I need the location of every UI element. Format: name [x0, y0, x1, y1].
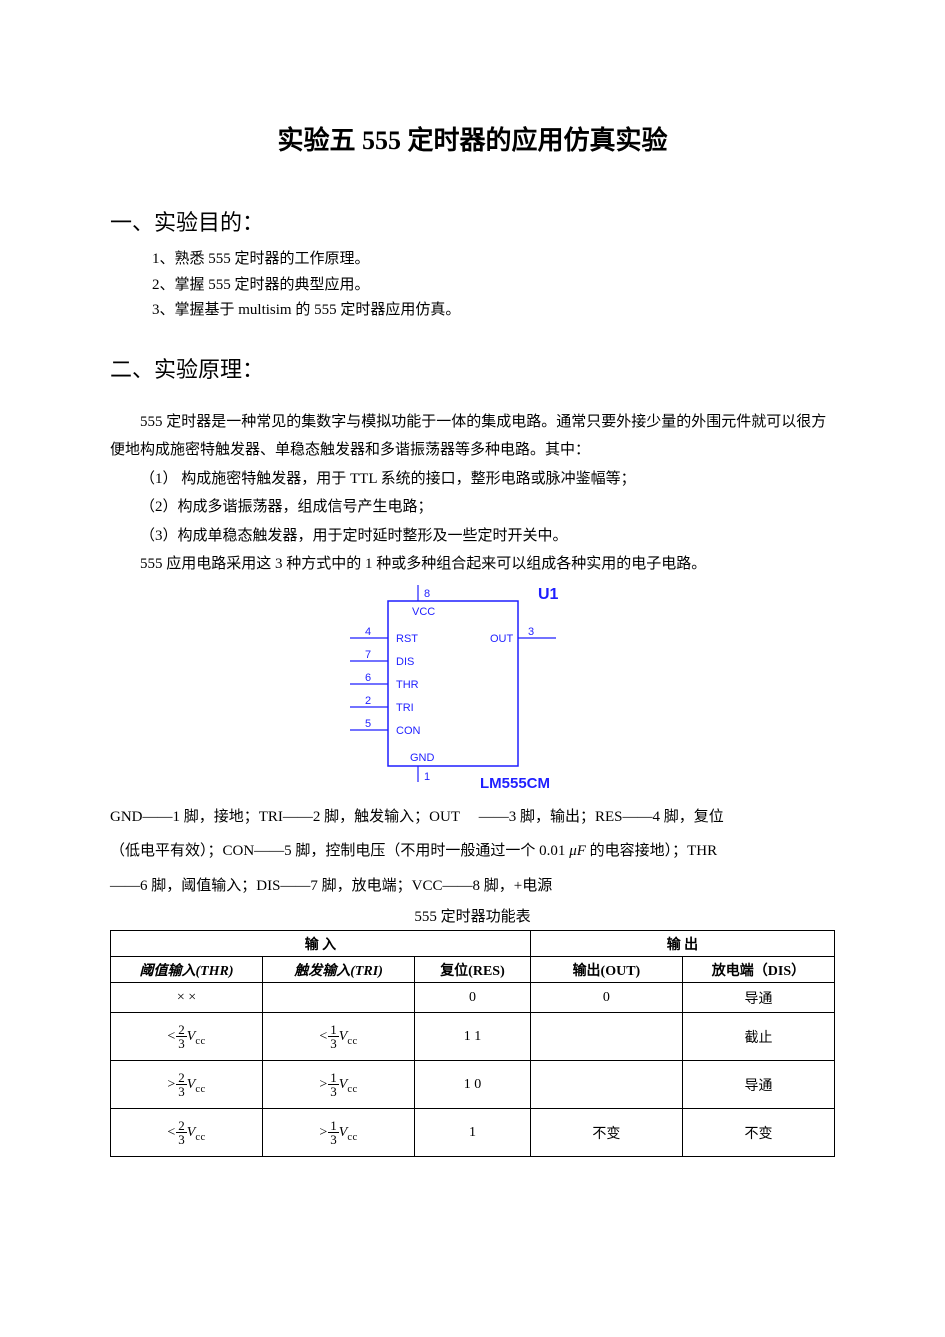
section2-para2: 555 应用电路采用这 3 种方式中的 1 种或多种组合起来可以组成各种实用的电… [110, 550, 835, 579]
pin-description: GND――1 脚，接地；TRI――2 脚，触发输入；OUT ――3 脚，输出；R… [110, 800, 835, 904]
cell-out: 不变 [530, 1109, 682, 1157]
section2-heading: 二、实验原理： [110, 352, 835, 384]
table-row: <23Vcc>13Vcc1不变不变 [111, 1109, 835, 1157]
lm555-schematic-icon: 4 RST 7 DIS 6 THR 2 TRI 5 CON 8 VCC 1 GND 3 OUT U1 LM555C… [308, 583, 638, 798]
svg-text:6: 6 [364, 672, 370, 684]
svg-text:3: 3 [528, 626, 534, 638]
cell-res: 1 [415, 1109, 531, 1157]
section2-item2: （2）构成多谐振荡器，组成信号产生电路； [110, 493, 835, 522]
cell-thr: <23Vcc [111, 1109, 263, 1157]
section2-para1: 555 定时器是一种常见的集数字与模拟功能于一体的集成电路。通常只要外接少量的外… [110, 408, 835, 465]
svg-text:U1: U1 [538, 586, 559, 603]
table-row: × ×00导通 [111, 983, 835, 1013]
table-sub-tri: 触发输入(TRI) [263, 957, 415, 983]
svg-text:OUT: OUT [490, 633, 514, 645]
section1-item: 2、掌握 555 定时器的典型应用。 [110, 273, 835, 299]
table-sub-dis: 放电端（DIS） [682, 957, 834, 983]
svg-text:GND: GND [410, 752, 435, 764]
function-table: 输 入 输 出 阈值输入(THR) 触发输入(TRI) 复位(RES) 输出(O… [110, 930, 835, 1157]
svg-text:CON: CON [396, 725, 421, 737]
microfarad-symbol: μF [569, 843, 586, 859]
svg-text:7: 7 [364, 649, 370, 661]
cell-out [530, 1061, 682, 1109]
page-title: 实验五 555 定时器的应用仿真实验 [110, 120, 835, 157]
cell-dis: 导通 [682, 983, 834, 1013]
pin-desc-l1a: GND――1 脚，接地；TRI――2 脚，触发输入；OUT [110, 809, 460, 825]
section2-item1: （1） 构成施密特触发器，用于 TTL 系统的接口，整形电路或脉冲鉴幅等； [110, 465, 835, 494]
svg-text:VCC: VCC [412, 606, 435, 618]
pin-desc-l1b: ――3 脚，输出；RES――4 脚，复位 [479, 809, 724, 825]
section1-item: 3、掌握基于 multisim 的 555 定时器应用仿真。 [110, 298, 835, 324]
cell-res: 1 1 [415, 1013, 531, 1061]
table-sub-res: 复位(RES) [415, 957, 531, 983]
table-sub-out: 输出(OUT) [530, 957, 682, 983]
cell-tri: >13Vcc [263, 1061, 415, 1109]
cell-res: 0 [415, 983, 531, 1013]
pin-desc-l2a: （低电平有效）；CON――5 脚，控制电压（不用时一般通过一个 0.01 [110, 843, 565, 859]
cell-tri [263, 983, 415, 1013]
section1-item: 1、熟悉 555 定时器的工作原理。 [110, 247, 835, 273]
pin-desc-l2b: 的电容接地）；THR [590, 843, 718, 859]
svg-text:DIS: DIS [396, 656, 414, 668]
cell-tri: >13Vcc [263, 1109, 415, 1157]
table-header-in: 输 入 [111, 931, 531, 957]
svg-text:THR: THR [396, 679, 419, 691]
cell-dis: 不变 [682, 1109, 834, 1157]
document-page: 实验五 555 定时器的应用仿真实验 一、实验目的： 1、熟悉 555 定时器的… [0, 0, 945, 1337]
section2-item3: （3）构成单稳态触发器，用于定时延时整形及一些定时开关中。 [110, 522, 835, 551]
svg-text:2: 2 [364, 695, 370, 707]
pin-desc-l3: ――6 脚，阈值输入；DIS――7 脚，放电端；VCC――8 脚，+电源 [110, 878, 552, 894]
cell-out [530, 1013, 682, 1061]
cell-tri: <13Vcc [263, 1013, 415, 1061]
svg-text:1: 1 [424, 771, 430, 783]
svg-text:8: 8 [424, 588, 430, 600]
table-row: >23Vcc>13Vcc1 0 导通 [111, 1061, 835, 1109]
cell-thr: <23Vcc [111, 1013, 263, 1061]
section1-heading: 一、实验目的： [110, 205, 835, 237]
chip-diagram: 4 RST 7 DIS 6 THR 2 TRI 5 CON 8 VCC 1 GND 3 OUT U1 LM555C… [110, 583, 835, 798]
table-sub-thr: 阈值输入(THR) [111, 957, 263, 983]
cell-out: 0 [530, 983, 682, 1013]
table-caption: 555 定时器功能表 [110, 905, 835, 926]
svg-text:RST: RST [396, 633, 418, 645]
svg-text:LM555CM: LM555CM [480, 775, 550, 792]
table-header-out: 输 出 [530, 931, 834, 957]
svg-text:4: 4 [364, 626, 370, 638]
svg-text:TRI: TRI [396, 702, 414, 714]
cell-thr: >23Vcc [111, 1061, 263, 1109]
cell-thr: × × [111, 983, 263, 1013]
cell-dis: 导通 [682, 1061, 834, 1109]
cell-dis: 截止 [682, 1013, 834, 1061]
svg-text:5: 5 [364, 718, 370, 730]
cell-res: 1 0 [415, 1061, 531, 1109]
table-row: <23Vcc<13Vcc1 1 截止 [111, 1013, 835, 1061]
